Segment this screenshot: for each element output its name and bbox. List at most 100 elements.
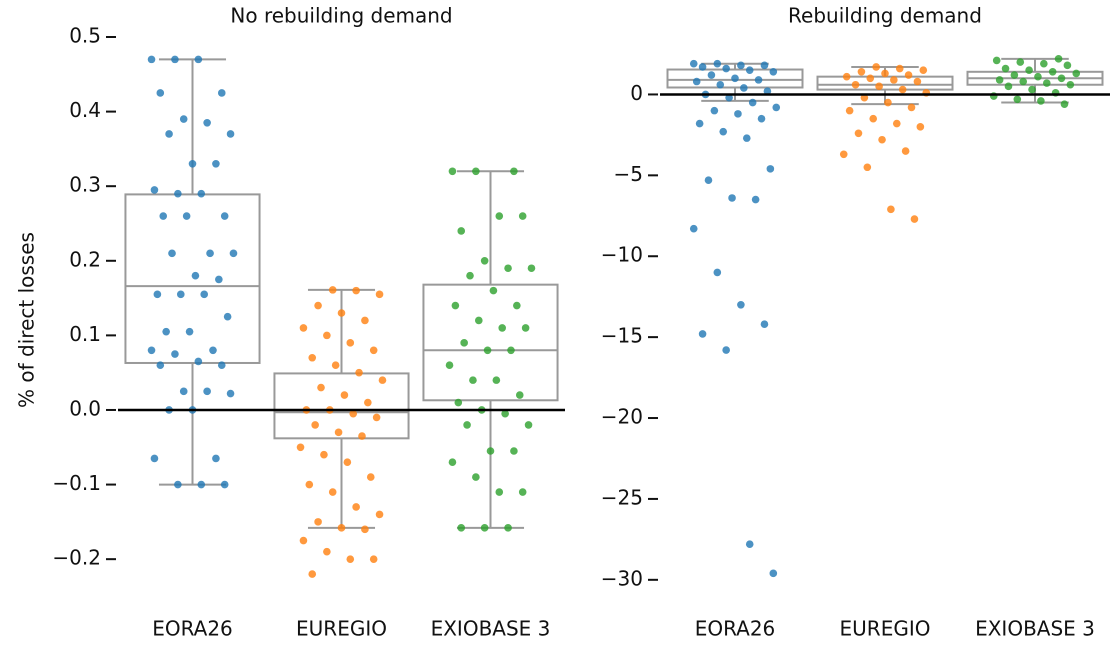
point [159, 212, 168, 220]
point [460, 339, 468, 347]
point [220, 480, 229, 489]
point [451, 301, 460, 310]
point [323, 331, 331, 340]
x-tick-label: EORA26 [695, 617, 776, 641]
point [689, 224, 698, 233]
point [375, 510, 384, 519]
point [731, 74, 739, 83]
point [728, 194, 736, 202]
point [299, 536, 308, 545]
box [666, 68, 804, 89]
point [457, 524, 466, 532]
point [156, 89, 165, 97]
point [722, 64, 730, 73]
point [513, 301, 521, 310]
point [194, 55, 203, 64]
point [445, 361, 454, 370]
point [358, 432, 366, 440]
point [737, 61, 745, 70]
point [751, 195, 760, 204]
point [740, 84, 748, 92]
box [816, 75, 954, 91]
point [483, 346, 492, 355]
point [337, 524, 346, 532]
point [689, 59, 698, 68]
point [203, 118, 211, 127]
point [165, 130, 173, 138]
point [457, 227, 466, 235]
point [361, 316, 369, 325]
point [369, 346, 378, 355]
point [1010, 71, 1019, 79]
point [860, 93, 869, 102]
y-tick-label: −30 [601, 566, 643, 590]
point [769, 569, 778, 578]
point [194, 357, 203, 366]
point [1048, 67, 1057, 76]
point [472, 167, 480, 176]
point [346, 555, 355, 563]
point [510, 167, 518, 176]
point [748, 98, 757, 107]
y-tick-label: 0 [630, 81, 643, 105]
box [422, 283, 559, 402]
point [337, 309, 346, 317]
y-tick-label: −15 [601, 324, 643, 348]
point [713, 268, 722, 277]
point [901, 147, 910, 155]
point [495, 212, 504, 220]
point [698, 63, 707, 71]
point [913, 77, 922, 86]
point [366, 473, 375, 481]
point [328, 488, 337, 496]
point [760, 320, 769, 328]
point [197, 480, 206, 489]
point [182, 212, 191, 220]
point [147, 55, 156, 64]
point [226, 389, 235, 398]
chart-title: No rebuilding demand [230, 4, 452, 28]
y-tick-label: −10 [601, 243, 643, 267]
point [343, 458, 352, 466]
point [474, 316, 483, 325]
point [842, 72, 851, 81]
point [890, 76, 898, 84]
point [156, 361, 165, 370]
y-tick-label: 0.5 [69, 24, 101, 48]
point [1037, 97, 1045, 105]
point [716, 80, 725, 89]
point [992, 56, 1001, 65]
y-tick-label: 0.3 [69, 173, 101, 197]
point [150, 186, 159, 194]
point [1063, 61, 1072, 70]
point [179, 387, 188, 396]
x-tick-label: EXIOBASE 3 [975, 617, 1095, 641]
point [518, 212, 527, 220]
point [887, 205, 895, 214]
point [1028, 85, 1036, 94]
point [162, 327, 170, 336]
point [334, 428, 343, 437]
point [527, 264, 536, 273]
point [1054, 55, 1063, 63]
point [220, 212, 229, 220]
point [766, 165, 775, 173]
point [698, 330, 707, 338]
point [352, 286, 360, 295]
point [1034, 72, 1042, 81]
y-tick-label: −0.2 [52, 546, 101, 570]
point [501, 409, 509, 418]
point [507, 346, 515, 355]
box [273, 372, 410, 440]
point [692, 77, 701, 86]
point [226, 130, 235, 138]
point [361, 525, 369, 534]
point [314, 518, 322, 526]
point [171, 55, 179, 64]
y-tick-label: 0.0 [69, 396, 101, 420]
point [845, 106, 854, 115]
point [1025, 66, 1033, 74]
point [212, 160, 220, 168]
point [153, 290, 162, 299]
